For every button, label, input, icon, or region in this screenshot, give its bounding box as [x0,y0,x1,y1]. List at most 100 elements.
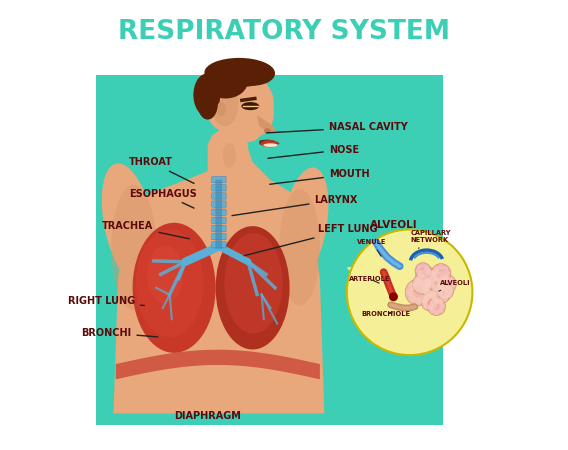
Circle shape [438,308,443,313]
Circle shape [432,295,438,301]
Circle shape [429,280,435,286]
Circle shape [421,295,428,302]
Ellipse shape [204,58,274,87]
PathPatch shape [208,126,248,171]
Circle shape [430,308,435,313]
Circle shape [406,288,414,296]
Circle shape [428,298,445,315]
Text: RESPIRATORY SYSTEM: RESPIRATORY SYSTEM [118,18,450,45]
Circle shape [415,277,420,283]
Ellipse shape [147,245,183,303]
Circle shape [415,297,423,305]
Circle shape [439,286,445,292]
Text: ARTERIOLE: ARTERIOLE [349,276,390,283]
Circle shape [434,266,439,272]
Circle shape [412,274,432,294]
Text: ALVEOLI: ALVEOLI [439,280,471,291]
Circle shape [444,275,449,280]
Circle shape [447,285,452,290]
Text: TRACHEA: TRACHEA [102,221,189,239]
Circle shape [429,283,451,304]
Circle shape [437,283,443,289]
Text: BRONCHIOLE: BRONCHIOLE [361,311,410,317]
Circle shape [438,289,442,294]
FancyBboxPatch shape [215,180,222,249]
Circle shape [408,282,416,290]
Text: LARYNX: LARYNX [232,195,358,216]
Ellipse shape [111,184,156,310]
Circle shape [449,289,453,294]
Ellipse shape [132,223,216,353]
Circle shape [443,294,448,299]
Circle shape [428,282,435,288]
Ellipse shape [204,72,274,136]
Ellipse shape [264,144,278,147]
Ellipse shape [264,128,271,134]
Circle shape [442,285,448,291]
Circle shape [424,265,429,269]
Circle shape [433,284,440,291]
Circle shape [424,296,429,301]
Circle shape [431,264,451,284]
FancyBboxPatch shape [212,234,226,240]
Ellipse shape [193,74,220,116]
Circle shape [437,274,456,294]
Text: ALVEOLI: ALVEOLI [370,220,417,230]
Polygon shape [237,109,268,144]
Circle shape [417,272,421,277]
Ellipse shape [198,88,218,120]
Circle shape [415,263,431,279]
Circle shape [437,281,442,287]
Text: NOSE: NOSE [268,144,359,158]
FancyBboxPatch shape [212,209,226,216]
Circle shape [424,304,429,309]
Text: LEFT LUNG: LEFT LUNG [244,225,377,256]
Circle shape [415,267,438,289]
Circle shape [429,270,435,276]
Circle shape [435,289,442,296]
Circle shape [431,275,437,281]
Text: NASAL CAVITY: NASAL CAVITY [266,122,408,133]
Ellipse shape [216,226,290,350]
Circle shape [416,269,420,273]
Circle shape [437,284,454,299]
Circle shape [434,298,439,303]
Ellipse shape [231,90,274,137]
Circle shape [405,279,432,306]
Circle shape [425,268,448,292]
Circle shape [438,271,445,278]
Circle shape [424,282,430,288]
Circle shape [443,275,448,281]
Circle shape [432,304,437,309]
Circle shape [417,265,421,269]
Circle shape [438,300,443,305]
Circle shape [429,276,436,283]
Circle shape [440,304,445,309]
Circle shape [433,300,438,305]
Circle shape [435,278,442,285]
Circle shape [421,282,428,290]
Circle shape [408,295,416,302]
Circle shape [389,292,398,301]
Text: BRONCHI: BRONCHI [81,328,158,338]
Circle shape [424,278,431,285]
Circle shape [438,277,444,283]
Text: ESOPHAGUS: ESOPHAGUS [130,189,197,208]
Circle shape [419,280,425,286]
Circle shape [444,290,450,296]
Circle shape [422,300,427,305]
Ellipse shape [211,81,238,126]
Ellipse shape [136,230,203,337]
Ellipse shape [223,143,236,168]
Circle shape [419,288,425,293]
Circle shape [347,230,473,355]
Circle shape [442,295,448,301]
Circle shape [440,285,444,290]
Circle shape [430,300,435,305]
Circle shape [438,282,445,288]
Circle shape [447,293,452,297]
Circle shape [438,264,444,270]
Circle shape [432,285,438,291]
FancyBboxPatch shape [212,242,226,248]
Polygon shape [347,266,358,275]
